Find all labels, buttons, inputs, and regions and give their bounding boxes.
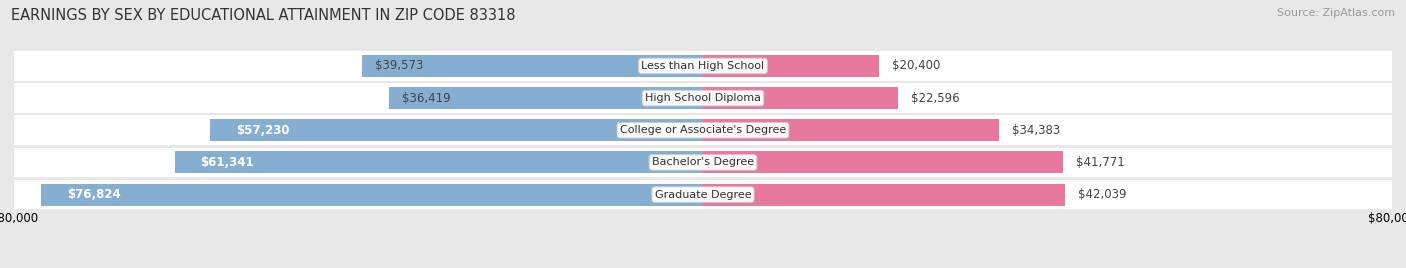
Bar [703, 55, 879, 77]
Bar [703, 119, 1000, 141]
Bar [703, 184, 1064, 206]
Bar [14, 148, 1392, 177]
Bar [14, 180, 1392, 209]
Text: Graduate Degree: Graduate Degree [655, 189, 751, 200]
Text: $76,824: $76,824 [67, 188, 121, 201]
Text: $61,341: $61,341 [201, 156, 254, 169]
Text: College or Associate's Degree: College or Associate's Degree [620, 125, 786, 135]
Text: $41,771: $41,771 [1076, 156, 1125, 169]
Text: EARNINGS BY SEX BY EDUCATIONAL ATTAINMENT IN ZIP CODE 83318: EARNINGS BY SEX BY EDUCATIONAL ATTAINMEN… [11, 8, 516, 23]
Bar [703, 151, 1063, 173]
Text: $36,419: $36,419 [402, 92, 451, 105]
Text: $42,039: $42,039 [1078, 188, 1126, 201]
Bar [209, 119, 703, 141]
Bar [174, 151, 703, 173]
Bar [14, 51, 1392, 81]
Text: $34,383: $34,383 [1012, 124, 1060, 137]
Text: High School Diploma: High School Diploma [645, 93, 761, 103]
Bar [41, 184, 703, 206]
Bar [703, 87, 897, 109]
Text: Less than High School: Less than High School [641, 61, 765, 71]
Text: Source: ZipAtlas.com: Source: ZipAtlas.com [1277, 8, 1395, 18]
Bar [14, 116, 1392, 145]
Bar [363, 55, 703, 77]
Text: $57,230: $57,230 [236, 124, 290, 137]
Text: $22,596: $22,596 [911, 92, 959, 105]
Text: Bachelor's Degree: Bachelor's Degree [652, 157, 754, 168]
Text: $20,400: $20,400 [891, 59, 941, 72]
Text: $39,573: $39,573 [375, 59, 423, 72]
Bar [14, 83, 1392, 113]
Bar [389, 87, 703, 109]
